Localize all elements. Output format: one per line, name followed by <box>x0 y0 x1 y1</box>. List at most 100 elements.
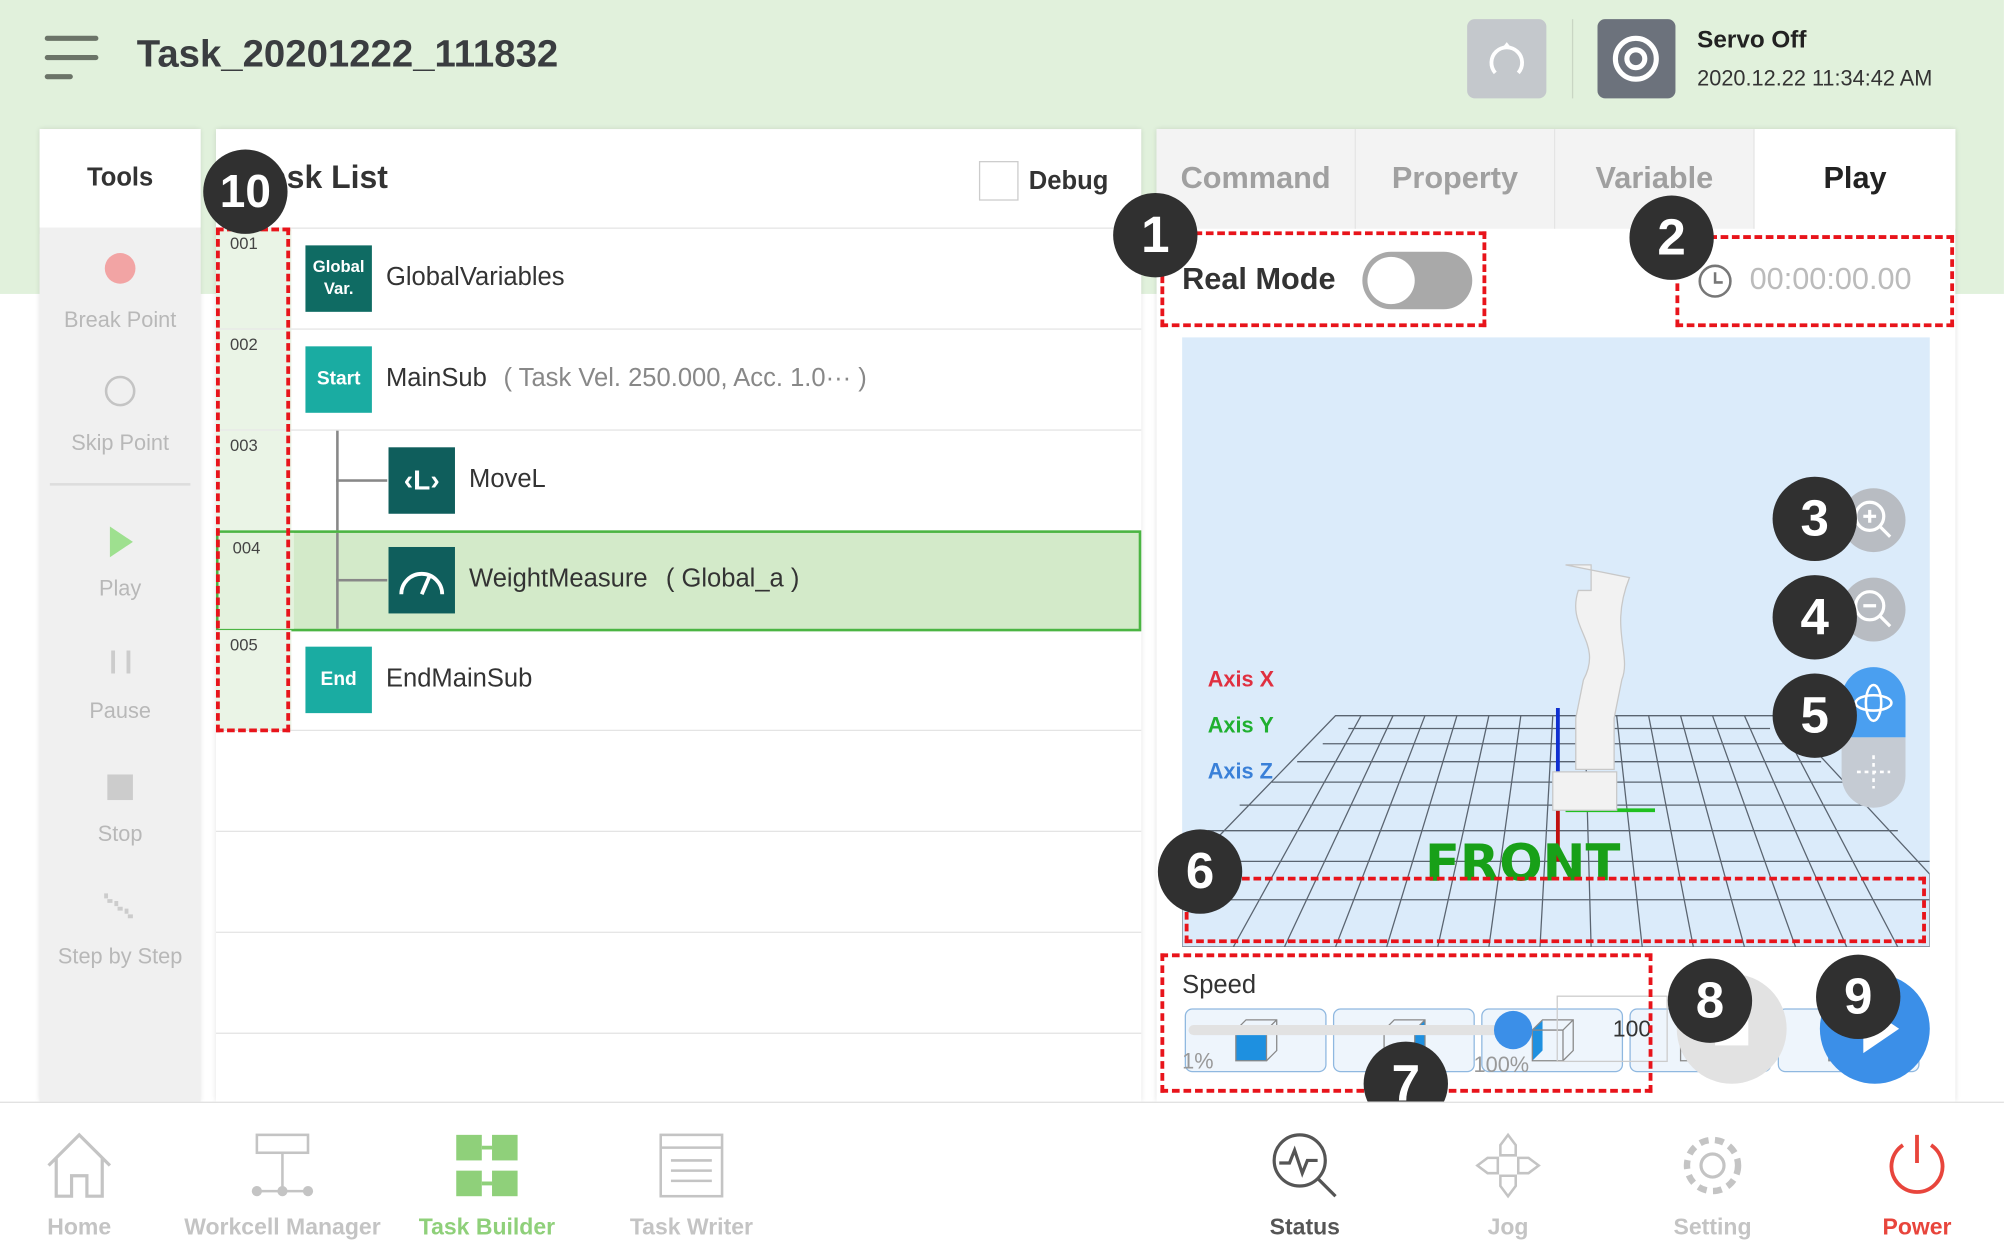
tool-label: Play <box>98 576 142 601</box>
annotation-badge-2: 2 <box>1629 195 1714 280</box>
nav-label: Home <box>47 1214 112 1240</box>
divider <box>215 227 1142 229</box>
axis-x-label: Axis X <box>1207 667 1275 692</box>
task-row-004[interactable]: 004 WeightMeasure ( Global_a ) <box>215 530 1142 632</box>
tool-label: Skip Point <box>71 430 170 455</box>
stop-icon <box>107 774 133 801</box>
speed-slider-handle[interactable] <box>1493 1010 1533 1050</box>
play-tool-button[interactable]: Play <box>39 502 201 620</box>
annotation-box-6 <box>1184 876 1926 944</box>
annotation-badge-3: 3 <box>1772 476 1857 562</box>
debug-checkbox[interactable] <box>978 161 1019 201</box>
tab-command[interactable]: Command <box>1156 129 1356 229</box>
tool-label: Break Point <box>63 307 177 333</box>
task-row-001[interactable]: 001 Global Var. GlobalVariables <box>215 228 1142 330</box>
status-icon <box>1272 1133 1337 1198</box>
tool-label: Pause <box>89 699 151 724</box>
nav-task-writer[interactable]: Task Writer <box>589 1102 793 1259</box>
axis-z-label: Axis Z <box>1207 759 1273 784</box>
break-point-button[interactable]: Break Point <box>39 233 201 352</box>
nav-label: Task Writer <box>629 1214 753 1240</box>
servo-button[interactable] <box>1597 19 1676 99</box>
tools-title: Tools <box>39 129 201 228</box>
annotation-badge-1: 1 <box>1113 192 1198 278</box>
start-icon: Start <box>305 346 372 413</box>
nav-power[interactable]: Power <box>1815 1102 2004 1259</box>
gear-icon <box>1683 1136 1742 1195</box>
tool-label: Step by Step <box>57 944 183 969</box>
nav-label: Task Builder <box>418 1214 556 1240</box>
speed-label: Speed <box>1182 971 1257 1000</box>
task-row-005[interactable]: 005 End EndMainSub <box>215 630 1142 732</box>
weight-measure-icon <box>388 546 455 614</box>
zoom-out-icon <box>1854 590 1892 628</box>
pan-button[interactable] <box>1841 737 1906 808</box>
servo-logo-icon <box>1612 35 1659 82</box>
annotation-box-2 <box>1675 235 1955 328</box>
step-icon <box>104 893 135 919</box>
task-builder-icon <box>456 1134 518 1197</box>
nav-label: Jog <box>1487 1214 1529 1240</box>
row-name: MainSub <box>385 364 487 393</box>
tab-play[interactable]: Play <box>1754 129 1956 229</box>
view-front-button[interactable] <box>1184 1008 1327 1073</box>
annotation-badge-10: 10 <box>203 149 288 234</box>
skip-point-button[interactable]: Skip Point <box>39 356 201 475</box>
nav-label: Power <box>1882 1214 1952 1240</box>
task-list-panel: Task List Debug 001 Global Var. GlobalVa… <box>215 129 1142 1102</box>
row-number: 001 <box>230 233 258 254</box>
pause-icon <box>111 650 131 674</box>
nav-jog[interactable]: Jog <box>1406 1102 1610 1259</box>
bottom-nav <box>0 1101 2004 1259</box>
task-writer-icon <box>659 1133 724 1198</box>
play-icon <box>109 526 133 558</box>
task-row-003[interactable]: 003 ‹L› MoveL <box>215 430 1142 532</box>
real-mode-toggle[interactable] <box>1362 251 1473 310</box>
refresh-icon <box>1489 42 1524 75</box>
clock-icon <box>1698 264 1732 298</box>
axis-y-label: Axis Y <box>1207 713 1274 738</box>
global-var-icon: Global Var. <box>305 245 372 312</box>
row-number: 005 <box>230 635 258 655</box>
step-by-step-button[interactable]: Step by Step <box>39 870 201 988</box>
nav-workcell-manager[interactable]: Workcell Manager <box>180 1102 384 1259</box>
datetime: 2020.12.22 11:34:42 AM <box>1697 66 1933 91</box>
workcell-icon <box>251 1133 314 1197</box>
refresh-button[interactable] <box>1467 19 1547 99</box>
row-detail: ( Global_a ) <box>665 564 800 593</box>
speed-input[interactable]: 100 <box>1556 995 1668 1063</box>
pause-tool-button[interactable]: Pause <box>39 624 201 743</box>
speed-slider-track[interactable] <box>1188 1024 1515 1036</box>
nav-status[interactable]: Status <box>1203 1102 1407 1259</box>
movel-icon: ‹L› <box>388 447 455 514</box>
power-icon <box>1889 1134 1945 1194</box>
front-label: FRONT <box>1425 835 1620 894</box>
nav-label: Workcell Manager <box>184 1214 381 1240</box>
timer: 00:00:00.00 <box>1749 261 1912 297</box>
divider <box>1571 19 1574 99</box>
task-row-002[interactable]: 002 Start MainSub ( Task Vel. 250.000, A… <box>215 329 1142 431</box>
hamburger-menu-icon[interactable] <box>44 35 99 82</box>
annotation-box-10 <box>215 227 291 733</box>
row-number: 002 <box>230 334 258 355</box>
tool-label: Stop <box>97 821 143 847</box>
annotation-badge-4: 4 <box>1772 575 1857 660</box>
nav-label: Setting <box>1673 1214 1752 1240</box>
nav-setting[interactable]: Setting <box>1610 1102 1814 1259</box>
speed-min-label: 1% <box>1182 1049 1214 1074</box>
task-title: Task_20201222_111832 <box>136 33 559 76</box>
speed-max-label: 100% <box>1473 1053 1530 1078</box>
row-name: WeightMeasure <box>469 564 648 593</box>
tab-property[interactable]: Property <box>1355 129 1556 229</box>
nav-task-builder[interactable]: Task Builder <box>385 1102 589 1259</box>
row-name: MoveL <box>469 465 546 494</box>
stop-tool-button[interactable]: Stop <box>39 747 201 866</box>
servo-status: Servo Off <box>1697 26 1807 54</box>
nav-home[interactable]: Home <box>0 1102 181 1259</box>
row-detail: ( Task Vel. 250.000, Acc. 1.0··· ) <box>503 364 867 393</box>
record-dot-icon <box>104 253 136 284</box>
row-name: GlobalVariables <box>385 263 565 292</box>
debug-label: Debug <box>1028 167 1109 196</box>
divider <box>49 483 191 486</box>
